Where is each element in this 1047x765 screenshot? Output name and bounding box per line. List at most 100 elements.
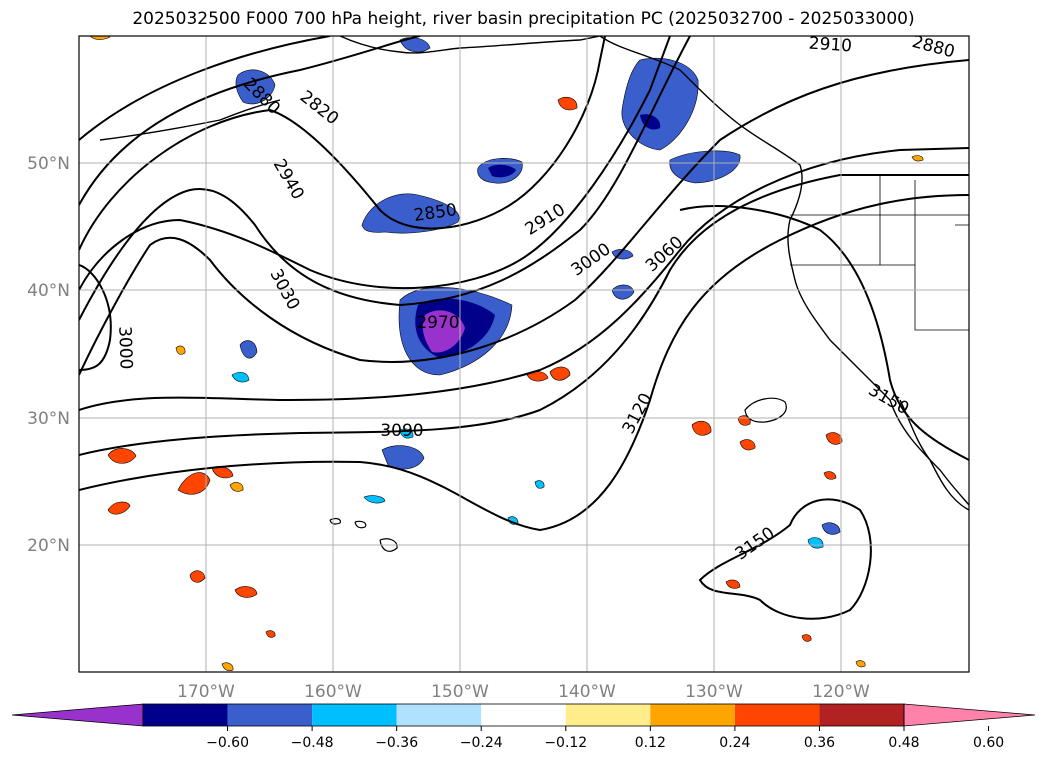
precip-blob [175,345,186,355]
island-outline [744,397,787,423]
lon-label: 130°W [685,682,743,702]
colorbar-tick-label: 0.48 [888,735,919,751]
coastline-aleutian [99,99,281,141]
colorbar-tick-label: 0.36 [804,735,835,751]
colorbar-segment [312,704,397,726]
state-borders [790,175,969,331]
precip-blob [231,371,250,383]
contour-line [79,36,421,206]
lon-label: 160°W [304,682,362,702]
precip-blob [89,36,111,40]
contour-label: 2910 [522,200,569,240]
colorbar-segment [396,704,482,726]
precip-blob [807,537,824,549]
colorbar-tick-label: −0.48 [291,735,334,751]
lon-label: 170°W [177,682,235,702]
precip-blob [363,495,386,504]
precip-blob [239,340,258,359]
precip-blob [911,155,924,162]
contour-label: 2820 [296,87,342,129]
map-frame [78,35,970,673]
lat-label: 20°N [27,536,70,556]
precip-blob [825,432,843,445]
colorbar-segment [227,704,313,726]
contour-line [79,264,112,371]
precip-blob [229,482,244,492]
lat-label: 40°N [27,281,70,301]
colorbar-segment [143,704,228,726]
lat-label: 50°N [27,154,70,174]
colorbar-tick-label: 0.12 [635,735,666,751]
precip-blob [611,284,635,300]
land-outlines [99,36,969,552]
precip-blob [488,164,516,178]
contour-line [79,36,606,251]
precip-blob [107,501,131,515]
contour-label: 3150 [865,380,912,419]
precip-blob [549,366,571,381]
map-plot-area: 2880 2820 2940 2850 3030 3000 2970 3090 … [79,34,969,672]
longitude-labels: 170°W 160°W 150°W 140°W 130°W 120°W [177,682,870,702]
lat-label: 30°N [27,409,70,429]
latitude-labels: 20°N 30°N 40°N 50°N [27,154,70,556]
contour-line [79,36,331,141]
colorbar-tick-label: 0.24 [719,735,750,751]
precip-blob [855,660,866,668]
precip-blob [221,662,234,672]
contour-line [698,498,872,620]
precip-blob [265,630,276,638]
coastline-alaska [339,36,601,54]
contour-label: 3090 [380,421,423,441]
precip-positive-anomalies [89,36,924,672]
contour-label: 3150 [732,523,779,564]
precip-blob [691,420,712,436]
colorbar-segment [481,704,566,726]
contour-label: 3120 [619,390,657,438]
precip-blob [557,96,578,111]
precip-blob [801,634,812,642]
precip-blob [823,471,837,480]
precip-blob [621,57,699,151]
contour-label: 2970 [416,313,459,333]
coastline-west [599,36,969,506]
precip-blob [234,586,258,598]
map-grid [79,36,969,672]
contour-line [79,174,969,456]
precip-blob [107,448,137,464]
colorbar-segment [650,704,735,726]
contour-label: 3000 [568,239,615,280]
colorbar-tick-label: 0.60 [973,735,1004,751]
hawaii-islands [329,517,398,552]
colorbar-tick-label: −0.12 [544,735,587,751]
colorbar-extend-high [903,703,1036,727]
contour-line [79,194,969,532]
precip-negative-anomalies [231,37,841,549]
contour-label: 3000 [114,326,135,370]
precip-blob [361,193,460,234]
contour-line [79,36,671,291]
lon-label: 150°W [431,682,489,702]
colorbar-tick-label: −0.60 [206,735,249,751]
contour-line [679,205,969,461]
colorbar-frame [142,703,905,727]
precip-blob [189,570,206,583]
colorbar-segment [734,704,820,726]
contour-line [79,36,691,321]
precip-blob [422,310,465,353]
colorbar-extend-low [11,703,144,727]
colorbar-segment [565,704,651,726]
precip-blob [177,472,211,495]
map-title: 2025032500 F000 700 hPa height, river ba… [132,9,915,29]
lon-label: 140°W [558,682,616,702]
precip-blob [821,522,841,535]
colorbar: −0.60 −0.48 −0.36 −0.24 −0.12 0.12 0.24 0.36 0.4… [11,703,1036,751]
precip-blob [725,579,741,589]
lon-label: 120°W [812,682,870,702]
colorbar-tick-label: −0.36 [375,735,418,751]
precip-blob [739,439,756,451]
contour-label: 2910 [808,34,853,57]
colorbar-segment [819,704,904,726]
precip-blob [534,480,545,489]
colorbar-tick-label: −0.24 [460,735,503,751]
